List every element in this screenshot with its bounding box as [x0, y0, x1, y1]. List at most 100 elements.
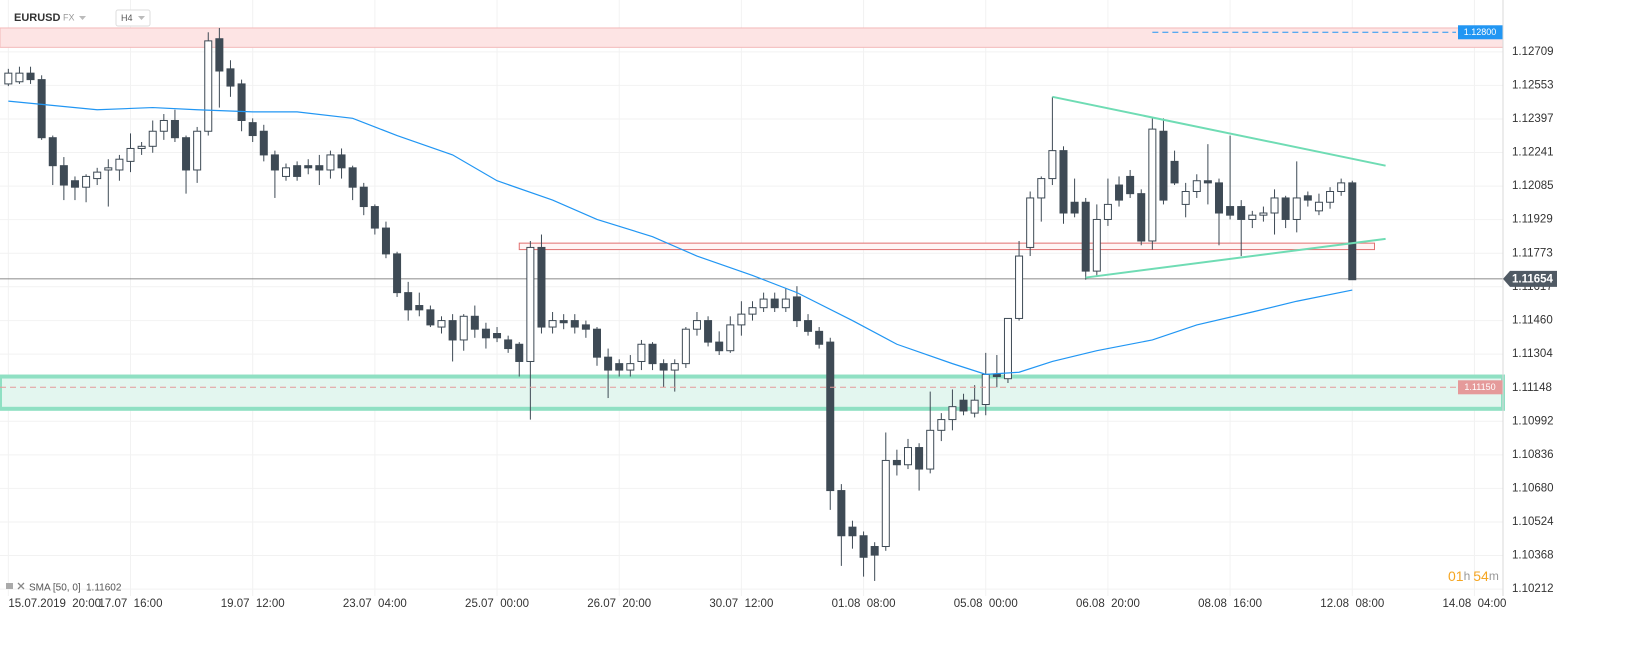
candle-body: [1326, 190, 1335, 203]
candle-body: [93, 171, 102, 180]
candle-body: [1192, 180, 1201, 192]
candle-body: [892, 459, 901, 466]
timer-minutes: 54: [1473, 568, 1489, 584]
candle-body: [215, 38, 224, 72]
legend-remove[interactable]: [17, 582, 25, 590]
candle-body: [315, 165, 324, 171]
candle-body: [1070, 201, 1079, 214]
candle-body: [1059, 150, 1068, 214]
candle-body: [726, 324, 735, 352]
candle-body: [615, 363, 624, 371]
candle-body: [937, 419, 946, 431]
y-tick-label: 1.11148: [1512, 382, 1552, 394]
candle-body: [548, 320, 557, 328]
candle-body: [1248, 214, 1257, 220]
candle-body: [1037, 178, 1046, 199]
x-tick-label: 17.07 16:00: [99, 598, 163, 610]
candle-body: [748, 307, 757, 315]
candle-body: [237, 83, 246, 121]
zone: [518, 242, 1375, 251]
x-tick-label: 06.08 20:00: [1076, 598, 1140, 610]
zone: [0, 27, 1504, 48]
candle-body: [126, 147, 135, 162]
candle-body: [648, 343, 657, 365]
x-tick-label: 08.08 16:00: [1198, 598, 1262, 610]
candle-body: [193, 130, 202, 171]
trend-line: [1052, 95, 1386, 167]
candle-body: [426, 309, 435, 326]
x-tick-label: 23.07 04:00: [343, 598, 407, 610]
y-tick-label: 1.12085: [1512, 180, 1554, 192]
y-tick-label: 1.12553: [1512, 79, 1554, 91]
candle-body: [1203, 180, 1212, 184]
candle-body: [970, 399, 979, 414]
timer-m: m: [1489, 569, 1499, 583]
timeframe[interactable]: H4: [121, 13, 133, 23]
timeframe-dropdown[interactable]: [138, 16, 145, 20]
candle-body: [537, 246, 546, 328]
candle-body: [1092, 218, 1101, 272]
candle-body: [370, 206, 379, 229]
candle-body: [659, 363, 668, 371]
market-dropdown[interactable]: [79, 16, 86, 20]
candle-body: [826, 341, 835, 492]
candle-body: [637, 343, 646, 362]
x-tick-label: 05.08 00:00: [954, 598, 1018, 610]
timer-h: h: [1464, 569, 1471, 583]
candle-body: [881, 459, 890, 548]
candle-body: [804, 320, 813, 332]
candle-body: [159, 119, 168, 132]
level-tag: [1458, 380, 1503, 395]
candle-body: [1303, 195, 1312, 201]
level-label: 1.11150: [1464, 382, 1495, 392]
candle-body: [1292, 197, 1301, 220]
zones: [0, 27, 1505, 411]
y-tick-label: 1.10836: [1512, 449, 1554, 461]
candle-body: [1048, 150, 1057, 180]
overlay: 1.12800 1.11150: [0, 25, 1503, 395]
candle-body: [848, 526, 857, 537]
candle-body: [326, 154, 335, 171]
timeframe-box[interactable]: [115, 9, 151, 27]
candle-body: [170, 119, 179, 139]
candle-body: [393, 253, 402, 294]
candle-body: [15, 72, 24, 83]
candle-body: [348, 167, 357, 188]
candle-body: [1026, 197, 1035, 248]
candle-body: [481, 328, 490, 339]
candle-body: [570, 320, 579, 328]
x-tick-label: 14.08 04:00: [1442, 598, 1506, 610]
candle-body: [1015, 255, 1024, 319]
candle-body: [626, 363, 635, 371]
candle-body: [115, 158, 124, 171]
candle-body: [415, 305, 424, 311]
sma-line: [8, 100, 1353, 375]
y-tick-label: 1.12241: [1512, 147, 1554, 159]
candle-body: [581, 324, 590, 330]
y-tick-label: 1.11460: [1512, 315, 1553, 327]
candle-body: [781, 298, 790, 309]
candle-body: [459, 315, 468, 341]
candle-body: [182, 137, 191, 171]
candle-body: [26, 72, 35, 81]
zone: [0, 374, 1505, 411]
candle-body: [948, 406, 957, 421]
candle-body: [981, 373, 990, 406]
timer: 01h 54m: [1448, 568, 1499, 584]
y-tick-label: 1.11304: [1512, 348, 1553, 360]
candle-body: [104, 167, 113, 171]
x-tick-label: 30.07 12:00: [709, 598, 773, 610]
candle-body: [1159, 130, 1168, 201]
legend-icon[interactable]: [6, 583, 13, 589]
x-tick-label: 26.07 20:00: [587, 598, 651, 610]
y-tick-label: 1.10368: [1512, 550, 1554, 562]
current-price-label: 1.11654: [1512, 273, 1554, 285]
candle-body: [1003, 317, 1012, 380]
candle-body: [4, 72, 13, 85]
candle-body: [959, 399, 968, 412]
candle-body: [1126, 175, 1135, 195]
candle-body: [1081, 201, 1090, 272]
candle-body: [526, 246, 535, 362]
candle-body: [59, 165, 68, 186]
trend-line: [1085, 237, 1386, 279]
